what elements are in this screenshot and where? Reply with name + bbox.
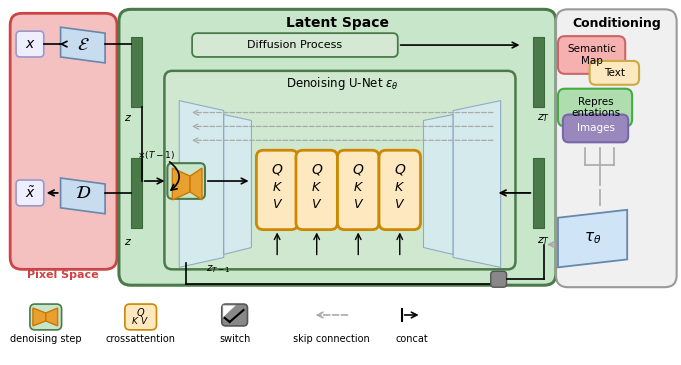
FancyBboxPatch shape (379, 150, 421, 230)
Text: concat: concat (395, 334, 428, 344)
Text: denoising step: denoising step (10, 334, 82, 344)
FancyBboxPatch shape (256, 150, 298, 230)
Polygon shape (424, 115, 453, 254)
Text: $V$: $V$ (140, 315, 149, 326)
Text: $x$: $x$ (25, 37, 35, 51)
Polygon shape (223, 305, 236, 318)
Text: Repres
entations: Repres entations (571, 97, 620, 118)
Text: $\times(T-1)$: $\times(T-1)$ (138, 149, 176, 161)
Text: $K$: $K$ (131, 315, 139, 326)
Bar (533, 158, 544, 228)
Text: Latent Space: Latent Space (286, 16, 389, 30)
FancyBboxPatch shape (125, 304, 157, 330)
Text: Conditioning: Conditioning (572, 17, 661, 30)
Text: $V$: $V$ (394, 198, 405, 211)
FancyBboxPatch shape (192, 33, 398, 57)
Text: Text: Text (604, 68, 625, 78)
FancyBboxPatch shape (556, 9, 677, 287)
Text: $\mathcal{D}$: $\mathcal{D}$ (75, 184, 91, 202)
Text: $K$: $K$ (272, 181, 283, 195)
Text: $z_T$: $z_T$ (537, 112, 550, 124)
Text: $Q$: $Q$ (271, 162, 283, 177)
FancyBboxPatch shape (338, 150, 379, 230)
Text: Images: Images (577, 123, 614, 134)
Polygon shape (190, 168, 202, 200)
Polygon shape (61, 178, 105, 214)
Text: switch: switch (219, 334, 251, 344)
FancyBboxPatch shape (558, 89, 632, 126)
Text: $z$: $z$ (124, 237, 132, 246)
FancyBboxPatch shape (168, 163, 205, 199)
Polygon shape (46, 308, 58, 326)
Text: $Q$: $Q$ (311, 162, 323, 177)
Polygon shape (33, 308, 46, 326)
Text: $Q$: $Q$ (394, 162, 406, 177)
FancyBboxPatch shape (296, 150, 338, 230)
Text: Pixel Space: Pixel Space (27, 270, 98, 280)
Bar (533, 37, 544, 107)
FancyBboxPatch shape (491, 271, 507, 287)
Polygon shape (558, 210, 627, 267)
Text: $z_T$: $z_T$ (537, 236, 550, 247)
Text: $V$: $V$ (353, 198, 364, 211)
Text: $Q$: $Q$ (136, 306, 145, 319)
Text: crossattention: crossattention (106, 334, 176, 344)
Polygon shape (172, 168, 190, 200)
Text: Semantic
Map: Semantic Map (567, 44, 616, 66)
FancyBboxPatch shape (164, 71, 516, 269)
FancyBboxPatch shape (10, 13, 117, 269)
Bar (131, 37, 142, 107)
Polygon shape (61, 27, 105, 63)
FancyBboxPatch shape (16, 31, 44, 57)
Bar (131, 158, 142, 228)
Polygon shape (179, 101, 224, 267)
Text: Denoising U-Net $\epsilon_\theta$: Denoising U-Net $\epsilon_\theta$ (286, 75, 399, 92)
Text: $K$: $K$ (353, 181, 364, 195)
Text: $z_{T-1}$: $z_{T-1}$ (206, 264, 232, 275)
Text: $K$: $K$ (311, 181, 322, 195)
FancyBboxPatch shape (16, 180, 44, 206)
FancyBboxPatch shape (222, 304, 247, 326)
Text: $\tau_\theta$: $\tau_\theta$ (584, 231, 601, 246)
FancyBboxPatch shape (119, 9, 556, 285)
Text: Diffusion Process: Diffusion Process (247, 40, 343, 50)
Polygon shape (453, 101, 501, 267)
FancyBboxPatch shape (563, 115, 628, 142)
Text: $\mathcal{E}$: $\mathcal{E}$ (77, 36, 90, 54)
Text: $K$: $K$ (394, 181, 405, 195)
Polygon shape (224, 115, 251, 254)
Text: $z$: $z$ (124, 114, 132, 123)
Text: skip connection: skip connection (293, 334, 370, 344)
FancyBboxPatch shape (30, 304, 61, 330)
Text: $V$: $V$ (272, 198, 283, 211)
FancyBboxPatch shape (558, 36, 625, 74)
Text: $Q$: $Q$ (352, 162, 364, 177)
Text: $\tilde{x}$: $\tilde{x}$ (25, 185, 35, 201)
Text: $V$: $V$ (311, 198, 322, 211)
FancyBboxPatch shape (590, 61, 639, 85)
